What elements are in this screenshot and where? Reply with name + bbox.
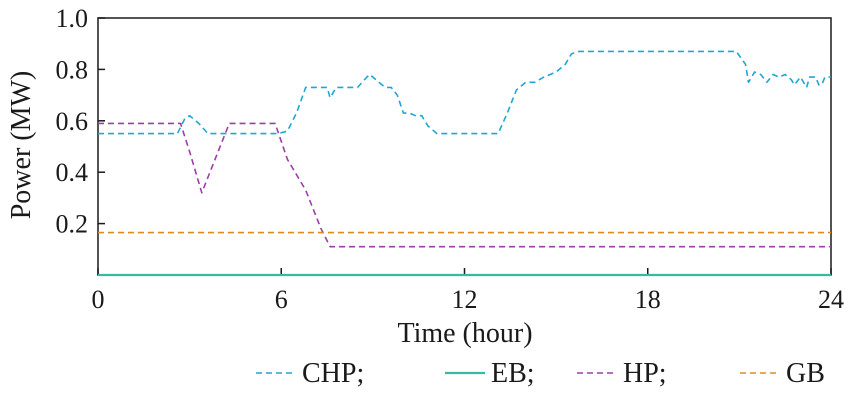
series-line-chp bbox=[98, 50, 831, 135]
y-tick-label: 0.6 bbox=[56, 107, 89, 136]
axes-frame bbox=[97, 17, 832, 276]
y-tick-label: 0.2 bbox=[56, 210, 89, 239]
legend-label-gb: GB bbox=[786, 358, 825, 389]
x-tick-label: 6 bbox=[275, 285, 288, 314]
y-axis-title: Power (MW) bbox=[6, 71, 37, 220]
series-layer bbox=[98, 50, 831, 277]
x-tick-label: 18 bbox=[635, 285, 661, 314]
y-axis: 0.2 0.4 0.6 0.8 1.0 bbox=[56, 4, 105, 239]
x-axis: 0 6 12 18 24 bbox=[92, 268, 844, 314]
x-axis-title: Time (hour) bbox=[397, 318, 532, 349]
y-tick-label: 0.8 bbox=[56, 55, 89, 84]
plot-area bbox=[97, 17, 832, 276]
x-tick-label: 24 bbox=[818, 285, 844, 314]
y-tick-label: 0.4 bbox=[56, 158, 89, 187]
series-line-hp bbox=[98, 122, 831, 248]
x-tick-label: 0 bbox=[92, 285, 105, 314]
y-tick-label: 1.0 bbox=[56, 4, 89, 33]
legend: CHP; EB; HP; GB bbox=[256, 358, 825, 389]
legend-label-eb: EB; bbox=[491, 358, 535, 389]
x-tick-label: 12 bbox=[452, 285, 478, 314]
legend-label-hp: HP; bbox=[623, 358, 667, 389]
legend-label-chp: CHP; bbox=[302, 358, 364, 389]
